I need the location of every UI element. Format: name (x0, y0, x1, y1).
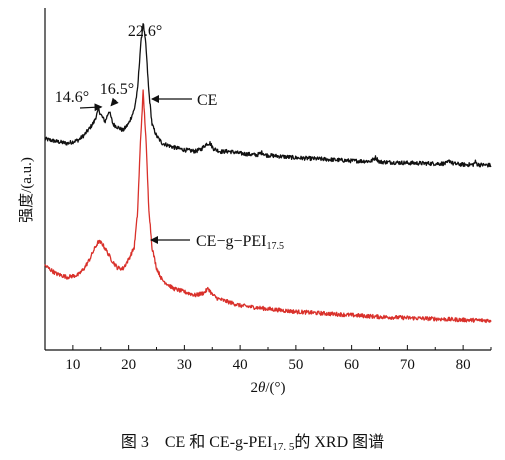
series-line-ce (44, 23, 492, 168)
series-label-ce: CE (197, 92, 217, 109)
series-line-ce-g-pei (44, 89, 492, 324)
caption-subscript: 17. 5 (272, 441, 295, 453)
peak-label-16-5: 16.5° (100, 81, 134, 98)
x-tick-label: 70 (400, 357, 415, 373)
x-axis-label-prefix: 2 (250, 380, 258, 396)
x-tick-label: 80 (456, 357, 471, 373)
series-label-ce-g-pei-subscript: 17.5 (267, 241, 285, 252)
series-label-ce-g-pei-main: CE−g−PEI (196, 233, 267, 250)
x-tick-label: 50 (288, 357, 303, 373)
peak-label-14-6: 14.6° (55, 89, 89, 106)
y-axis-label: 强度/(a.u.) (18, 157, 35, 223)
x-axis-label-variable: θ (258, 380, 266, 396)
peak-arrow-14-6 (79, 103, 103, 112)
peak-label-22-6: 22.6° (128, 23, 162, 40)
x-tick-label: 20 (121, 357, 136, 373)
x-tick-label: 30 (177, 357, 192, 373)
caption-suffix: 的 XRD 图谱 (294, 434, 385, 451)
figure-caption: 图 3 CE 和 CE-g-PEI17. 5的 XRD 图谱 (0, 428, 505, 453)
plot-area: 10 20 30 40 50 60 70 80 22.6° 14.6° 16.5° CE CE−g−PE… (44, 8, 492, 373)
x-tick-label: 60 (344, 357, 359, 373)
x-tick-label: 40 (233, 357, 248, 373)
x-axis-label: 2θ/(°) (250, 380, 285, 396)
peak-arrow-16-5 (110, 97, 119, 107)
caption-prefix: 图 3 CE 和 CE-g-PEI (120, 434, 273, 451)
series-label-ce-g-pei: CE−g−PEI17.5 (196, 233, 284, 252)
x-tick-label: 10 (65, 357, 80, 373)
x-axis-label-unit: /(°) (265, 380, 285, 396)
